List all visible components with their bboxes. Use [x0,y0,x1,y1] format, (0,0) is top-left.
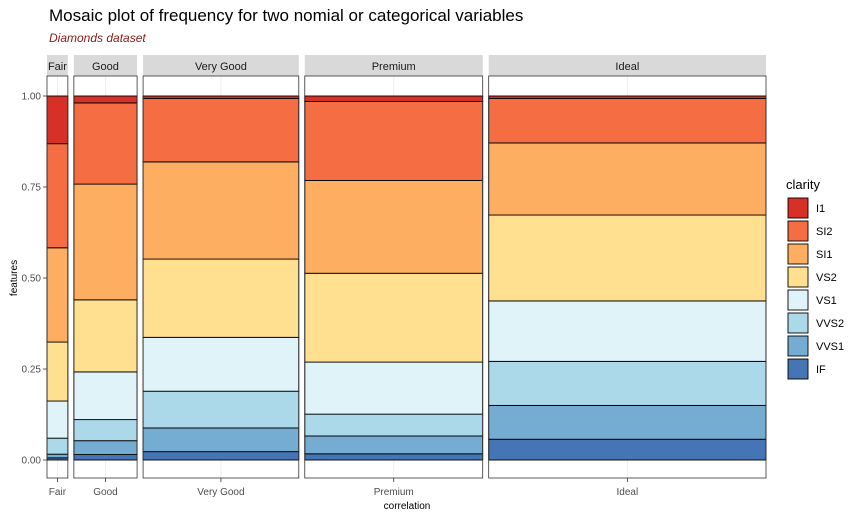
facet-strip-label: Fair [48,61,67,73]
y-axis: 0.00 0.25 0.50 0.75 1.00 [22,92,47,467]
mosaic-cell-vs2 [488,214,767,302]
legend-key [787,197,809,219]
x-tick-label: Premium [374,487,414,498]
legend-label: SI1 [816,249,833,261]
mosaic-cell-vs2 [73,299,138,373]
legend-key [787,312,809,334]
mosaic-cell-vvs2 [73,419,138,442]
mosaic-cell-vvs1 [142,427,300,453]
legend-label: IF [816,364,826,376]
x-tick-label: Fair [49,487,67,498]
mosaic-cell-i1 [304,95,484,102]
legend-label: VVS1 [816,341,844,353]
mosaic-cell-vvs2 [304,413,484,437]
facet-strip [304,55,483,76]
legend-label: I1 [816,203,825,215]
mosaic-cell-vs1 [142,336,300,392]
mosaic-cell-i1 [142,95,300,99]
y-tick-label: 0.00 [22,456,42,467]
mosaic-cell-si2 [46,143,69,249]
legend-item-i1: I1 [787,197,825,219]
chart-subtitle: Diamonds dataset [49,31,146,45]
facet-strip-label: Good [92,61,119,73]
panel-ideal: Ideal [488,55,767,479]
mosaic-cell-if [488,438,767,461]
legend-item-vs1: VS1 [787,289,837,311]
mosaic-cell-if [73,454,138,461]
y-tick-label: 0.50 [22,274,42,285]
mosaic-cell-vvs1 [304,435,484,455]
x-axis-title: correlation [384,501,431,512]
mosaic-cell-si2 [142,98,300,163]
facet-strip [47,55,68,76]
mosaic-cell-i1 [488,95,767,99]
mosaic-cell-si2 [488,98,767,144]
mosaic-cell-if [142,451,300,461]
facet-strip-label: Ideal [615,61,639,73]
legend-key [787,266,809,288]
legend-label: VVS2 [816,318,844,330]
facet-strip-label: Very Good [195,61,247,73]
mosaic-cell-i1 [73,95,138,104]
facet-panels: Fair Good Very Good Premium Ideal [46,55,767,479]
legend-item-if: IF [787,358,826,380]
mosaic-cell-si1 [73,183,138,301]
mosaic-cell-si1 [46,247,69,343]
mosaic-cell-vs2 [142,258,300,338]
mosaic-cell-vs1 [304,361,484,415]
mosaic-cell-vvs2 [142,390,300,429]
legend-item-vvs1: VVS1 [787,335,844,357]
y-tick-label: 0.25 [22,365,42,376]
legend-item-vs2: VS2 [787,266,837,288]
mosaic-cell-i1 [46,95,69,145]
facet-strip [488,55,766,76]
legend-items: I1 SI2 SI1 VS2 VS1 VVS2 VVS1 IF [787,197,844,380]
panel-fair: Fair [46,55,69,479]
facet-strip-label: Premium [372,61,416,73]
x-tick-label: Good [93,487,117,498]
mosaic-cell-vvs2 [488,360,767,406]
facet-strip [143,55,299,76]
legend-key [787,289,809,311]
x-tick-label: Very Good [197,487,244,498]
legend-key [787,335,809,357]
mosaic-cell-si1 [488,142,767,216]
panel-good: Good [73,55,138,479]
panel-premium: Premium [304,55,484,479]
mosaic-cell-vs2 [304,272,484,363]
panel-very-good: Very Good [142,55,300,479]
mosaic-cell-vs1 [46,400,69,439]
x-tick-label: Ideal [617,487,639,498]
facet-strip [73,55,138,76]
mosaic-cell-vvs2 [46,437,69,455]
mosaic-cell-si2 [73,102,138,185]
legend-key [787,220,809,242]
mosaic-cell-vs2 [46,341,69,402]
legend-key [787,358,809,380]
mosaic-cell-si1 [142,161,300,260]
mosaic-cell-if [304,453,484,461]
mosaic-cell-si1 [304,179,484,274]
mosaic-cell-vvs1 [46,453,69,459]
legend-item-vvs2: VVS2 [787,312,844,334]
y-tick-label: 1.00 [22,92,42,103]
y-tick-label: 0.75 [22,183,42,194]
x-axis: Fair Good Very Good Premium Ideal [49,478,638,498]
legend-item-si2: SI2 [787,220,833,242]
legend: clarity I1 SI2 SI1 VS2 VS1 VVS2 VVS1 IF [786,177,844,380]
legend-label: SI2 [816,226,833,238]
mosaic-cell-vvs1 [73,440,138,455]
legend-label: VS2 [816,272,837,284]
legend-label: VS1 [816,295,837,307]
y-axis-title: features [9,260,20,296]
chart-title: Mosaic plot of frequency for two nomial … [49,6,524,25]
legend-title: clarity [786,177,820,192]
mosaic-cell-si2 [304,101,484,181]
mosaic-cell-vvs1 [488,404,767,440]
mosaic-cell-vs1 [488,300,767,362]
mosaic-cell-vs1 [73,371,138,421]
legend-item-si1: SI1 [787,243,833,265]
legend-key [787,243,809,265]
